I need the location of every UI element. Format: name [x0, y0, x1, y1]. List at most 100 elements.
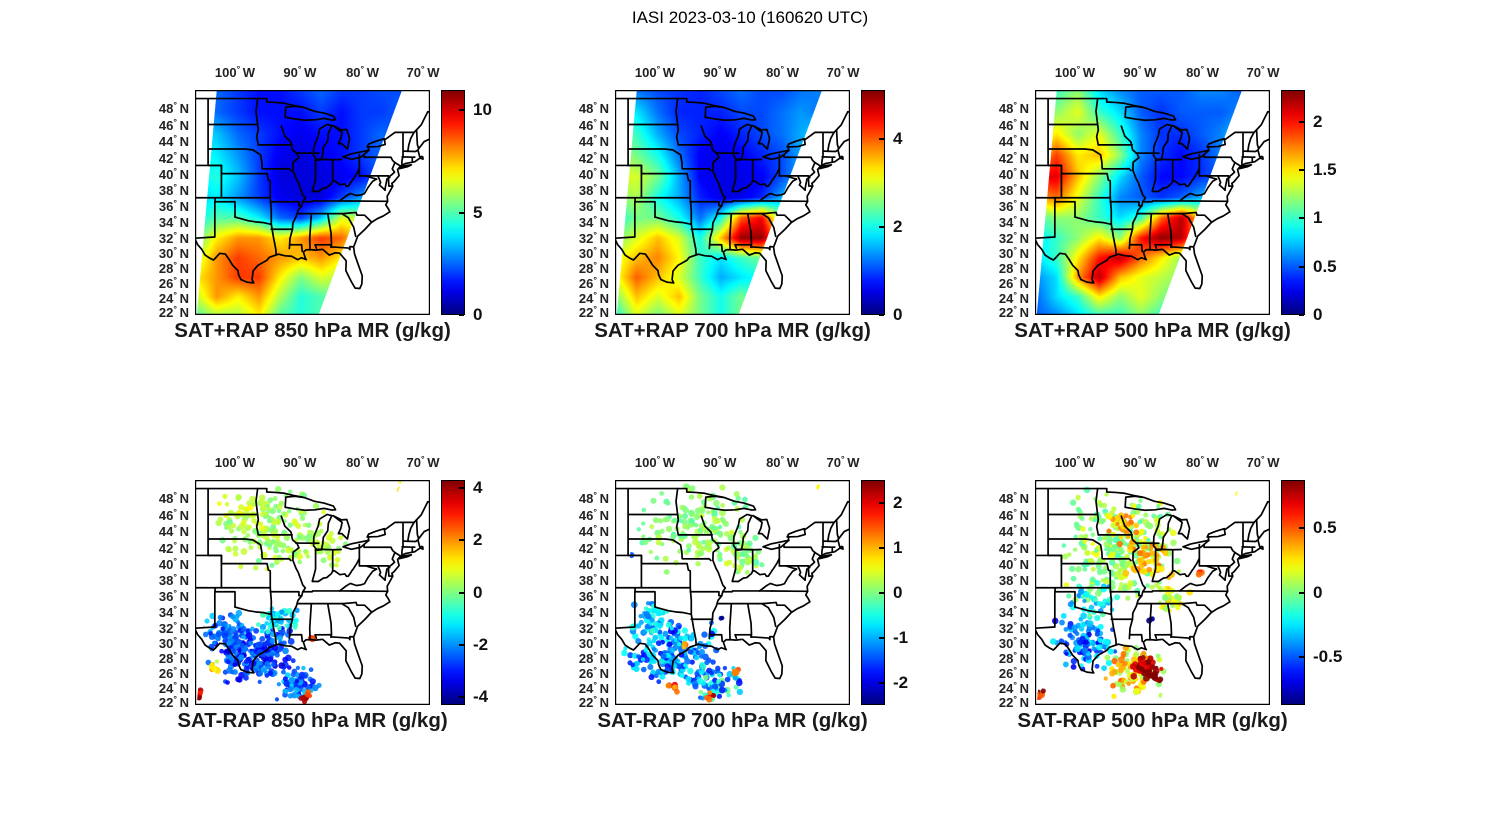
lat-tick-label: 22° N: [578, 304, 609, 321]
lat-tick-label: 44° N: [578, 523, 609, 540]
colorbar-tick-label: 0: [893, 305, 903, 324]
colorbar-tick-label: -0.5: [1313, 647, 1343, 667]
map-canvas-sat-plus-rap-850: [195, 90, 430, 315]
colorbar-tick: [1299, 169, 1304, 172]
colorbar-tick-label: 10: [473, 100, 492, 120]
colorbar-tick: [459, 486, 464, 489]
lat-tick-label: 44° N: [998, 523, 1029, 540]
lat-tick-label: 26° N: [578, 275, 609, 292]
lon-tick-label: 70° W: [1246, 454, 1280, 470]
lon-tick-label: 70° W: [1246, 64, 1280, 80]
lon-tick-label: 80° W: [766, 64, 800, 80]
lat-tick-label: 26° N: [578, 665, 609, 682]
colorbar-sat-plus-rap-500: [1281, 90, 1305, 315]
lon-tick-label: 70° W: [406, 454, 440, 470]
colorbar-tick-label: 4: [473, 477, 483, 497]
map-canvas-sat-minus-rap-500: [1035, 480, 1270, 705]
lat-tick-label: 38° N: [158, 182, 189, 199]
colorbar-tick: [879, 501, 884, 504]
figure-title: IASI 2023-03-10 (160620 UTC): [631, 8, 869, 27]
colorbar-tick-label: 4: [893, 128, 903, 148]
lat-tick-label: 46° N: [578, 116, 609, 133]
lat-tick-label: 28° N: [158, 260, 189, 277]
colorbar-tick: [459, 211, 464, 214]
lon-tick-label: 80° W: [766, 454, 800, 470]
lat-tick-label: 34° N: [578, 213, 609, 230]
colorbar-tick: [1299, 656, 1304, 659]
colorbar-tick: [459, 109, 464, 112]
lat-tick-label: 48° N: [998, 489, 1029, 506]
lon-tick-label: 100° W: [214, 454, 256, 470]
lon-tick-label: 100° W: [634, 454, 676, 470]
lat-tick-label: 28° N: [578, 650, 609, 667]
lon-tick-label: 100° W: [214, 64, 256, 80]
lat-tick-label: 46° N: [158, 506, 189, 523]
lat-tick-label: 44° N: [998, 133, 1029, 150]
lat-tick-label: 24° N: [578, 289, 609, 306]
lat-tick-label: 32° N: [158, 229, 189, 246]
lat-tick-label: 32° N: [578, 619, 609, 636]
lat-tick-label: 40° N: [158, 556, 189, 573]
lat-tick-label: 44° N: [158, 523, 189, 540]
lat-tick-label: 24° N: [578, 679, 609, 696]
lat-tick-label: 40° N: [998, 166, 1029, 183]
colorbar-tick-label: -2: [473, 634, 489, 654]
lat-tick-label: 28° N: [158, 650, 189, 667]
lat-tick-label: 26° N: [158, 665, 189, 682]
panel-sat-minus-rap-850: 100° W 90° W 80° W 70° W 48° N 46° N 44° N 42° …: [120, 445, 530, 750]
lon-tick-label: 100° W: [634, 64, 676, 80]
lat-tick-label: 36° N: [158, 198, 189, 215]
lat-tick-label: 32° N: [158, 619, 189, 636]
lat-tick-label: 48° N: [158, 489, 189, 506]
panel-title-sat-minus-rap-500: SAT-RAP 500 hPa MR (g/kg): [1017, 709, 1288, 732]
colorbar-tick-label: 0: [1313, 582, 1323, 602]
colorbar-tick: [1299, 591, 1304, 594]
lat-tick-label: 44° N: [158, 133, 189, 150]
lat-tick-label: 24° N: [158, 289, 189, 306]
panel-title-sat-minus-rap-850: SAT-RAP 850 hPa MR (g/kg): [177, 709, 448, 732]
lat-tick-label: 42° N: [578, 539, 609, 556]
lon-tick-label: 90° W: [283, 64, 317, 80]
lon-tick-label: 90° W: [1123, 64, 1157, 80]
colorbar-sat-plus-rap-850: [441, 90, 465, 315]
colorbar-tick-label: 5: [473, 202, 483, 222]
colorbar-tick: [879, 546, 884, 549]
lat-tick-label: 40° N: [158, 166, 189, 183]
lat-tick-label: 36° N: [578, 198, 609, 215]
lat-tick-label: 22° N: [578, 694, 609, 711]
map-canvas-sat-plus-rap-500: [1035, 90, 1270, 315]
lat-tick-label: 40° N: [578, 166, 609, 183]
lat-tick-label: 30° N: [158, 634, 189, 651]
lon-tick-label: 70° W: [406, 64, 440, 80]
lat-tick-label: 40° N: [998, 556, 1029, 573]
lat-tick-label: 38° N: [578, 572, 609, 589]
colorbar-tick: [879, 591, 884, 594]
lon-tick-label: 80° W: [1186, 64, 1220, 80]
lon-tick-label: 80° W: [346, 454, 380, 470]
colorbar-tick: [459, 539, 464, 542]
lat-tick-label: 46° N: [998, 506, 1029, 523]
colorbar-tick: [1299, 120, 1304, 123]
lon-tick-label: 100° W: [1054, 64, 1096, 80]
map-canvas-sat-minus-rap-850: [195, 480, 430, 705]
lat-tick-label: 30° N: [998, 244, 1029, 261]
lat-tick-label: 22° N: [998, 694, 1029, 711]
panel-title-sat-minus-rap-700: SAT-RAP 700 hPa MR (g/kg): [597, 709, 868, 732]
lon-tick-label: 80° W: [346, 64, 380, 80]
colorbar-tick-label: -2: [893, 672, 909, 692]
lat-tick-label: 24° N: [158, 679, 189, 696]
lon-tick-label: 80° W: [1186, 454, 1220, 470]
colorbar-tick-label: 1.5: [1313, 160, 1337, 180]
lat-tick-label: 38° N: [578, 182, 609, 199]
lat-tick-label: 26° N: [998, 665, 1029, 682]
panel-sat-plus-rap-700: 100° W 90° W 80° W 70° W 48° N 46° N 44° N 42° …: [540, 55, 950, 360]
colorbar-tick: [879, 225, 884, 228]
panel-sat-minus-rap-700: 100° W 90° W 80° W 70° W 48° N 46° N 44° N 42° …: [540, 445, 950, 750]
lat-tick-label: 32° N: [998, 229, 1029, 246]
lat-tick-label: 32° N: [578, 229, 609, 246]
panel-title-sat-plus-rap-500: SAT+RAP 500 hPa MR (g/kg): [1014, 319, 1291, 342]
lat-tick-label: 42° N: [998, 149, 1029, 166]
lat-tick-label: 38° N: [998, 182, 1029, 199]
lat-tick-label: 38° N: [998, 572, 1029, 589]
